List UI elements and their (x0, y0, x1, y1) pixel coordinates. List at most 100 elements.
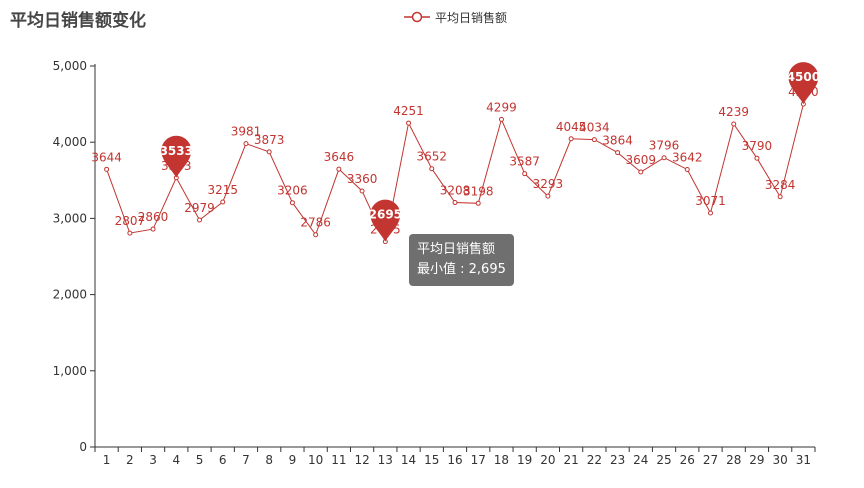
x-tick-label: 23 (610, 453, 625, 467)
data-point (707, 210, 713, 216)
x-tick-label: 14 (401, 453, 416, 467)
x-tick-label: 6 (219, 453, 227, 467)
data-point (313, 232, 319, 238)
x-tick-label: 9 (289, 453, 297, 467)
data-point (591, 137, 597, 143)
x-tick-label: 1 (103, 453, 111, 467)
x-tick-label: 10 (308, 453, 323, 467)
mark-point-point: 3533 (160, 135, 193, 178)
data-point (545, 193, 551, 199)
mark-point-min: 2695 (369, 199, 402, 242)
data-label: 3206 (277, 184, 308, 198)
data-label: 4045 (556, 120, 587, 134)
data-point (429, 166, 435, 172)
data-point (336, 166, 342, 172)
data-point (220, 199, 226, 205)
x-tick-label: 7 (242, 453, 250, 467)
x-tick-label: 31 (796, 453, 811, 467)
data-label: 2786 (300, 216, 331, 230)
x-tick-label: 25 (656, 453, 671, 467)
series-line (106, 103, 804, 244)
data-point (243, 141, 249, 147)
data-label: 2807 (115, 214, 146, 228)
data-point (266, 149, 272, 155)
data-label: 2979 (184, 201, 215, 215)
data-point (568, 136, 574, 142)
data-point (359, 188, 365, 194)
data-point (684, 166, 690, 172)
data-label: 3198 (463, 184, 494, 198)
data-point (406, 120, 412, 126)
y-tick-label: 2,000 (53, 288, 87, 302)
x-tick-label: 17 (471, 453, 486, 467)
tooltip: 平均日销售额 最小值 : 2,695 (409, 234, 514, 286)
data-point (104, 166, 110, 172)
tooltip-series-name: 平均日销售额 (417, 242, 496, 257)
data-label: 3652 (417, 150, 448, 164)
y-tick-label: 1,000 (53, 364, 87, 378)
x-tick-label: 24 (633, 453, 648, 467)
x-tick-label: 30 (773, 453, 788, 467)
x-tick-label: 3 (149, 453, 157, 467)
x-tick-label: 22 (587, 453, 602, 467)
data-label: 3208 (440, 184, 471, 198)
data-point (289, 200, 295, 206)
data-label: 3284 (765, 178, 796, 192)
data-point (754, 155, 760, 161)
chart-title: 平均日销售额变化 (10, 11, 146, 31)
data-point (197, 217, 203, 223)
data-label: 3293 (533, 177, 564, 191)
data-point (127, 230, 133, 236)
data-label: 3644 (91, 150, 122, 164)
data-point (498, 116, 504, 122)
pin-label: 3533 (160, 144, 193, 158)
x-tick-label: 20 (540, 453, 555, 467)
legend-line-icon (404, 11, 430, 23)
pin-label: 2695 (369, 208, 402, 222)
data-point (150, 226, 156, 232)
tooltip-value: 最小值 : 2,695 (417, 262, 506, 277)
x-tick-label: 28 (726, 453, 741, 467)
x-tick-label: 8 (265, 453, 273, 467)
y-tick-label: 0 (79, 440, 87, 454)
data-label: 3609 (626, 153, 657, 167)
x-tick-label: 4 (172, 453, 180, 467)
legend[interactable]: 平均日销售额 (404, 8, 507, 26)
x-tick-label: 11 (331, 453, 346, 467)
data-label: 4251 (393, 104, 424, 118)
x-tick-label: 18 (494, 453, 509, 467)
data-point (661, 155, 667, 161)
x-tick-label: 12 (354, 453, 369, 467)
x-tick-label: 26 (680, 453, 695, 467)
pin-shape (161, 135, 192, 178)
x-tick-label: 15 (424, 453, 439, 467)
data-label: 3981 (231, 125, 262, 139)
y-tick-label: 5,000 (53, 59, 87, 73)
data-label: 4299 (486, 100, 517, 114)
data-point (475, 200, 481, 206)
data-point (777, 194, 783, 200)
data-label: 3071 (695, 194, 726, 208)
pin-shape (370, 199, 401, 242)
data-label: 3790 (742, 139, 773, 153)
data-label: 3873 (254, 133, 285, 147)
mark-point-max: 4500 (787, 62, 820, 105)
data-label: 4239 (718, 105, 749, 119)
x-tick-label: 27 (703, 453, 718, 467)
data-label: 3646 (324, 150, 355, 164)
data-point (638, 169, 644, 175)
x-tick-label: 16 (447, 453, 462, 467)
data-point (452, 200, 458, 206)
data-label: 2860 (138, 210, 169, 224)
pin-shape (788, 62, 819, 105)
data-label: 4034 (579, 121, 610, 135)
data-point (522, 171, 528, 177)
x-tick-label: 29 (749, 453, 764, 467)
data-point (731, 121, 737, 127)
x-tick-label: 2 (126, 453, 134, 467)
x-tick-label: 19 (517, 453, 532, 467)
x-tick-label: 21 (563, 453, 578, 467)
x-tick-label: 13 (378, 453, 393, 467)
data-point (615, 150, 621, 156)
